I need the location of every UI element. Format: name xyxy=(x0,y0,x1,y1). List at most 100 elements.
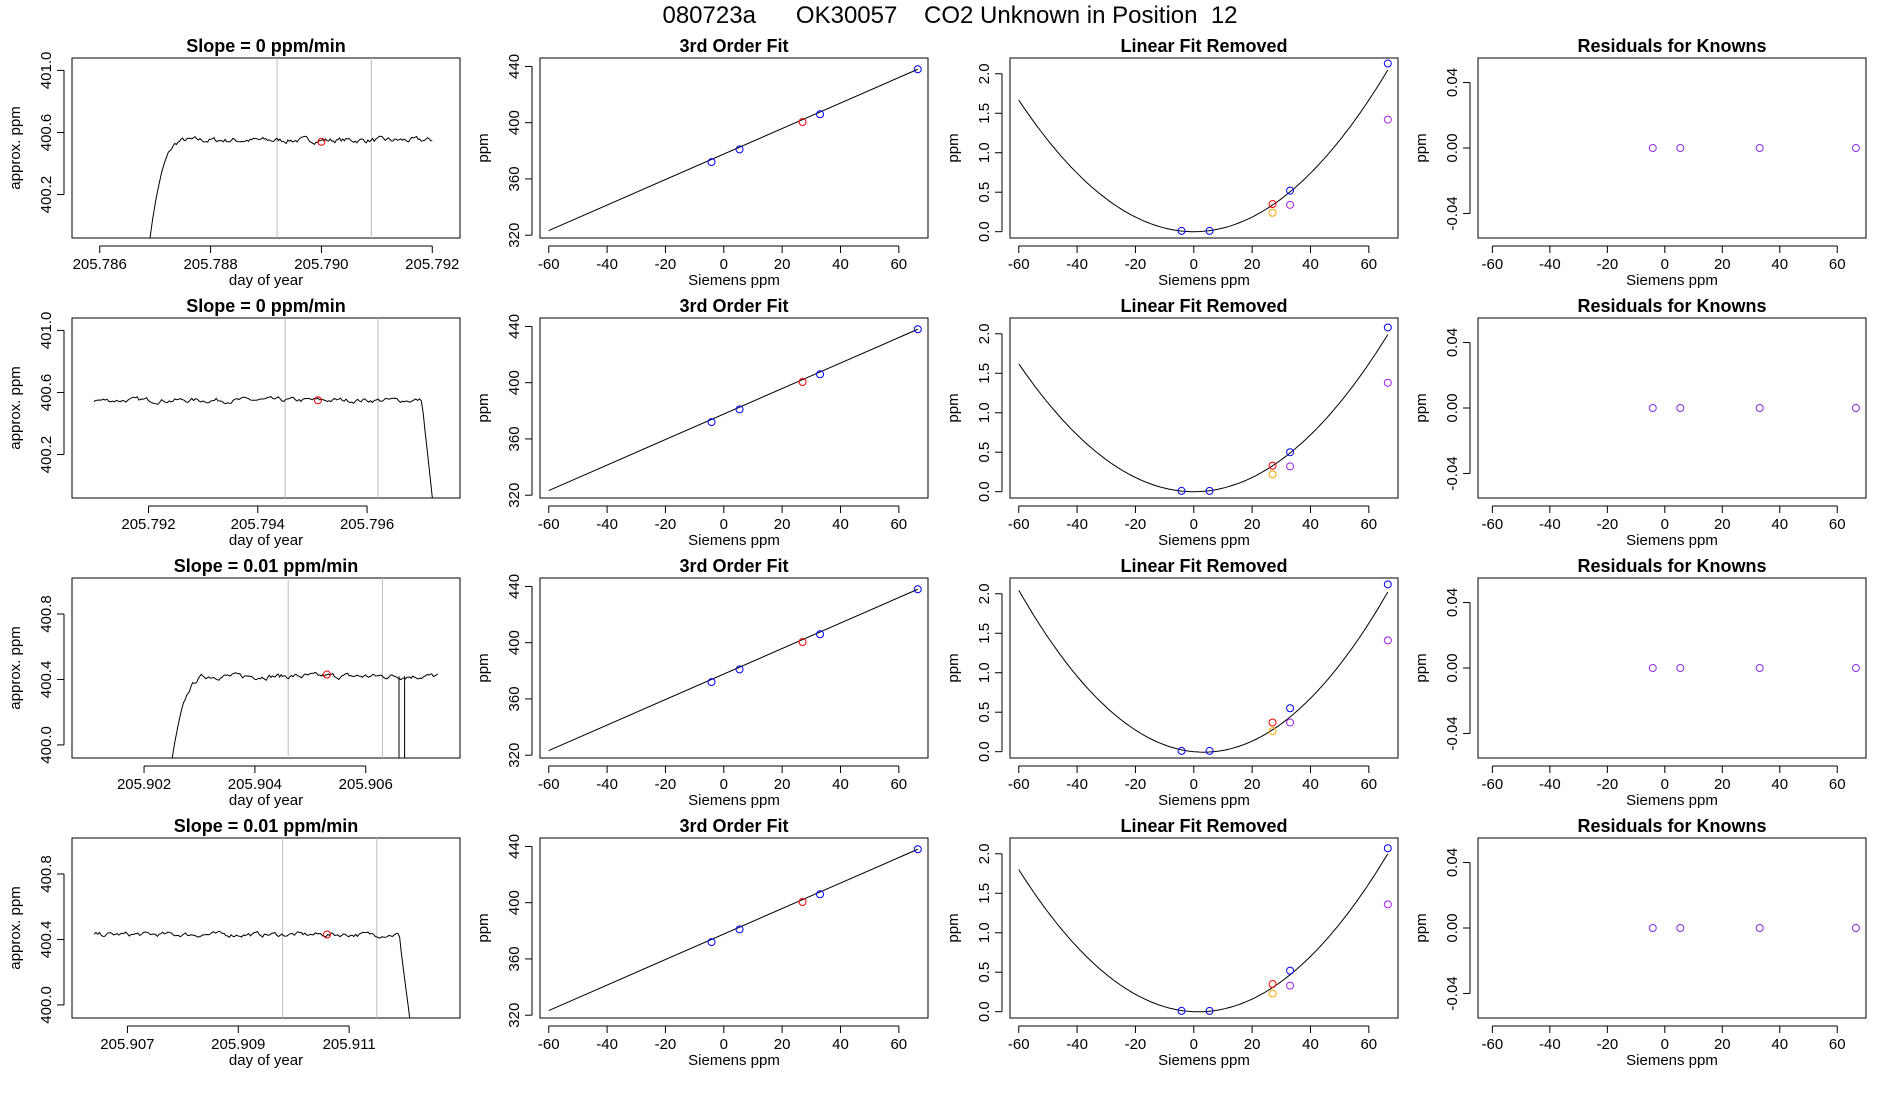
panel-r2c4-point xyxy=(1755,404,1764,412)
panel-r4c3-x-tick-label: 20 xyxy=(1244,1036,1261,1053)
panel-r4c4-point xyxy=(1851,924,1860,932)
panel-r4c3-y-tick-label: 0.0 xyxy=(976,1001,993,1022)
panel-r1c3-y-tick-label: 0.0 xyxy=(976,221,993,242)
panel-r4c3-point xyxy=(1286,966,1295,975)
panel-r3c4-point xyxy=(1648,664,1657,672)
panel-r1c2-x-label: Siemens ppm xyxy=(688,272,780,289)
panel-r4c2-y-tick-label: 360 xyxy=(506,946,523,971)
panel-r3c4-point xyxy=(1755,664,1764,672)
panel-r4c3-point xyxy=(1286,981,1295,990)
panel-r1c3-frame xyxy=(1009,57,1399,239)
panel-r1c3-y-tick-label: 0.5 xyxy=(976,182,993,203)
panel-r1c3-y-tick-label: 1.0 xyxy=(976,142,993,163)
panel-r4c2-point xyxy=(735,925,744,934)
panel-r2c4-x-tick-label: 0 xyxy=(1661,516,1669,533)
panel-r3c2-fit-line xyxy=(548,588,918,752)
panel-r3c2-x-tick-label: -40 xyxy=(596,776,618,793)
panel-r4c3-point xyxy=(1205,1006,1214,1015)
panel-r3c1-mean-marker xyxy=(322,670,331,679)
panel-r2c4-x-tick-label: -20 xyxy=(1596,516,1618,533)
panel-r2c2-point xyxy=(816,370,825,379)
panel-r3c3-y-tick-label: 0.5 xyxy=(976,702,993,723)
panel-r4c4-point xyxy=(1676,924,1685,932)
panel-r2c2-y-tick-label: 320 xyxy=(506,483,523,508)
panel-r4c1-mean-marker xyxy=(322,930,331,939)
panel-r1c2-fit-line xyxy=(548,68,918,232)
panel-r1c2-y-label: ppm xyxy=(475,133,492,162)
panel-r1c2-y-tick-label: 440 xyxy=(506,54,523,79)
panel-r3c2-point xyxy=(798,637,807,646)
panel-r3c3-x-tick-label: 20 xyxy=(1244,776,1261,793)
panel-r1c2-x-tick-label: 40 xyxy=(832,256,849,273)
panel-r3c3-point xyxy=(1286,704,1295,713)
panel-r1c1-x-tick-label: 205.790 xyxy=(294,256,348,273)
panel-r4c2-x-tick-label: -60 xyxy=(538,1036,560,1053)
panel-r1c2-x-tick-label: -20 xyxy=(655,256,677,273)
panel-r2c3-x-tick-label: 60 xyxy=(1360,516,1377,533)
panel-r2c1-trace xyxy=(93,396,433,498)
panel-r2c4-y-tick-label: 0.00 xyxy=(1444,393,1461,422)
panel-r3c3-x-tick-label: 40 xyxy=(1302,776,1319,793)
panel-r3c3-point xyxy=(1177,746,1186,755)
panel-r3c2-x-tick-label: 0 xyxy=(720,776,728,793)
panel-r1c3-x-tick-label: -40 xyxy=(1066,256,1088,273)
panel-r2c1-y-tick-label: 400.6 xyxy=(38,374,55,412)
panel-r4c3-x-tick-label: 60 xyxy=(1360,1036,1377,1053)
panel-r4c1-y-tick-label: 400.0 xyxy=(38,986,55,1024)
panel-r3c2-point xyxy=(913,585,922,594)
panel-r4c3-y-tick-label: 0.5 xyxy=(976,962,993,983)
panel-r3c3-x-tick-label: 60 xyxy=(1360,776,1377,793)
panel-r2c3-point xyxy=(1268,461,1277,470)
panel-r2c2-y-label: ppm xyxy=(475,393,492,422)
panel-r2c4-y-label: ppm xyxy=(1413,393,1430,422)
panel-r1c1-y-tick-label: 400.2 xyxy=(38,176,55,214)
panel-r4c3-point xyxy=(1268,980,1277,989)
panel-r4c2-x-tick-label: 20 xyxy=(774,1036,791,1053)
panel-r4c3-y-label: ppm xyxy=(945,913,962,942)
panel-r4c4-point xyxy=(1648,924,1657,932)
panel-r4c3-y-tick-label: 1.0 xyxy=(976,922,993,943)
panel-r4c2-point xyxy=(798,897,807,906)
panel-r4c2-x-tick-label: 40 xyxy=(832,1036,849,1053)
panel-r3c4-y-tick-label: -0.04 xyxy=(1444,716,1461,750)
panel-r2c3-fit-curve xyxy=(1018,334,1389,493)
panel-r2c2-x-tick-label: -40 xyxy=(596,516,618,533)
panel-r3c4-y-tick-label: 0.00 xyxy=(1444,653,1461,682)
panel-r4c1-title: Slope = 0.01 ppm/min xyxy=(174,816,359,836)
panel-r1c4-point xyxy=(1648,144,1657,152)
panel-r1c3-title: Linear Fit Removed xyxy=(1120,36,1287,56)
panel-r3c1-x-tick-label: 205.904 xyxy=(228,776,282,793)
panel-r3c2-y-label: ppm xyxy=(475,653,492,682)
panel-r4c4-frame xyxy=(1477,837,1867,1019)
panel-r4c2-x-tick-label: -20 xyxy=(655,1036,677,1053)
panel-r3c2-y-tick-label: 320 xyxy=(506,743,523,768)
panel-r1c3-point xyxy=(1286,200,1295,209)
panel-r3c4-x-tick-label: 40 xyxy=(1771,776,1788,793)
panel-r3c4-point xyxy=(1851,664,1860,672)
panel-r1c2-x-tick-label: 60 xyxy=(890,256,907,273)
panel-r3c1-y-label: approx. ppm xyxy=(7,626,24,709)
panel-r4c2-fit-line xyxy=(548,848,918,1012)
panel-r4c3-x-tick-label: 0 xyxy=(1190,1036,1198,1053)
panel-r1c2-point xyxy=(707,158,716,167)
panel-r2c2-x-tick-label: 20 xyxy=(774,516,791,533)
panel-r2c2-x-tick-label: -60 xyxy=(538,516,560,533)
panel-r1c4-x-tick-label: -40 xyxy=(1539,256,1561,273)
panel-r4c2-y-tick-label: 440 xyxy=(506,834,523,859)
panel-r3c2-y-tick-label: 440 xyxy=(506,574,523,599)
panel-r1c2-y-tick-label: 360 xyxy=(506,166,523,191)
panel-r4c4-x-tick-label: -20 xyxy=(1596,1036,1618,1053)
panel-r4c2-x-label: Siemens ppm xyxy=(688,1052,780,1069)
panel-r3c4-x-tick-label: 20 xyxy=(1714,776,1731,793)
panel-r4c4-x-label: Siemens ppm xyxy=(1626,1052,1718,1069)
panel-r2c3-x-tick-label: 0 xyxy=(1190,516,1198,533)
panel-r2c2-point xyxy=(798,377,807,386)
panel-r3c2-y-tick-label: 400 xyxy=(506,630,523,655)
panel-r1c3-x-tick-label: -20 xyxy=(1125,256,1147,273)
panel-r1c1-x-label: day of year xyxy=(229,272,303,289)
panel-r1c3-y-tick-label: 1.5 xyxy=(976,103,993,124)
panel-r4c3-x-tick-label: 40 xyxy=(1302,1036,1319,1053)
panel-r2c4-x-tick-label: 40 xyxy=(1771,516,1788,533)
panel-r4c4-y-tick-label: 0.00 xyxy=(1444,913,1461,942)
